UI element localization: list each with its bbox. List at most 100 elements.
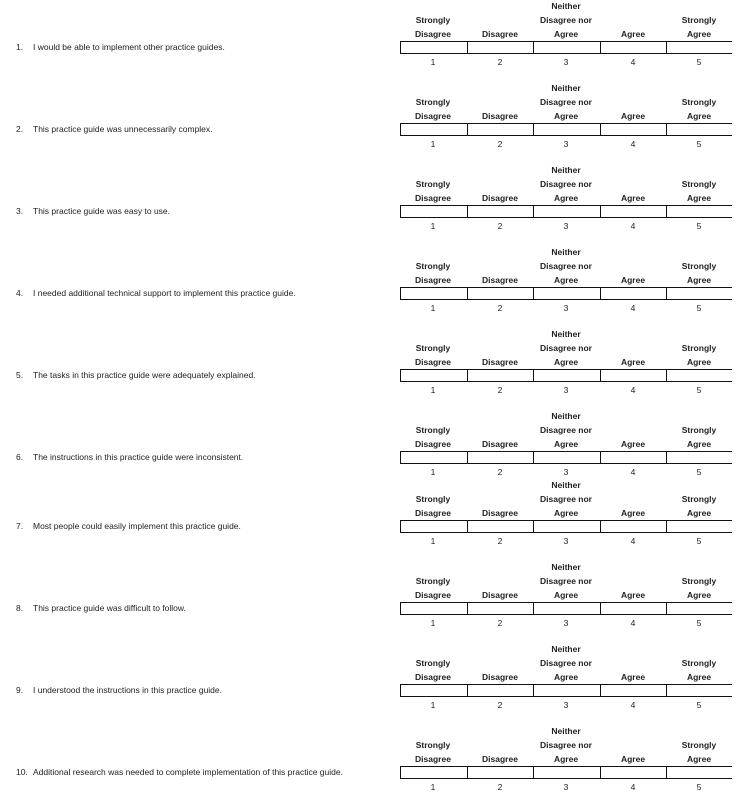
- scale-header: Disagree: [467, 588, 533, 602]
- header-line: Disagree: [482, 111, 518, 121]
- response-option-1[interactable]: [401, 42, 468, 53]
- scale-header: Neither Disagree nor Agree: [533, 409, 599, 451]
- header-line: Agree: [686, 439, 712, 449]
- response-scale: [400, 766, 733, 779]
- response-option-4[interactable]: [601, 452, 667, 463]
- header-line: Disagree: [415, 754, 451, 764]
- response-option-1[interactable]: [401, 288, 468, 299]
- response-option-1[interactable]: [401, 521, 468, 532]
- header-line: Agree: [620, 508, 646, 518]
- response-option-1[interactable]: [401, 767, 468, 778]
- response-option-2[interactable]: [468, 521, 534, 532]
- response-option-4[interactable]: [601, 603, 667, 614]
- scale-number: 4: [630, 385, 636, 395]
- scale-header: Agree: [600, 437, 666, 451]
- scale-number: 5: [696, 536, 702, 546]
- response-option-2[interactable]: [468, 603, 534, 614]
- scale-header: Strongly Agree: [666, 574, 732, 602]
- header-line: Strongly: [415, 97, 451, 107]
- response-option-1[interactable]: [401, 603, 468, 614]
- scale-number: 3: [563, 221, 569, 231]
- response-option-2[interactable]: [468, 288, 534, 299]
- response-option-4[interactable]: [601, 42, 667, 53]
- response-scale: [400, 41, 733, 54]
- response-option-2[interactable]: [468, 42, 534, 53]
- scale-number: 2: [497, 139, 503, 149]
- header-line: Agree: [620, 590, 646, 600]
- scale-header: Strongly Agree: [666, 341, 732, 369]
- scale-number: 3: [563, 303, 569, 313]
- response-option-5[interactable]: [667, 603, 733, 614]
- response-option-3[interactable]: [534, 206, 601, 217]
- response-scale: [400, 520, 733, 533]
- header-line: Strongly: [415, 494, 451, 504]
- response-option-2[interactable]: [468, 370, 534, 381]
- scale-header: Agree: [600, 506, 666, 520]
- scale-header: Neither Disagree nor Agree: [533, 0, 599, 41]
- scale-number: 1: [430, 536, 436, 546]
- response-option-4[interactable]: [601, 124, 667, 135]
- scale-number: 5: [696, 385, 702, 395]
- header-line: Strongly: [415, 740, 451, 750]
- response-option-2[interactable]: [468, 452, 534, 463]
- scale-header: Neither Disagree nor Agree: [533, 642, 599, 684]
- scale-header: Strongly Agree: [666, 738, 732, 766]
- header-line: Agree: [686, 672, 712, 682]
- scale-header: Agree: [600, 588, 666, 602]
- response-option-3[interactable]: [534, 767, 601, 778]
- header-line: Disagree: [482, 357, 518, 367]
- response-option-4[interactable]: [601, 206, 667, 217]
- response-option-5[interactable]: [667, 124, 733, 135]
- scale-number: 5: [696, 700, 702, 710]
- response-option-5[interactable]: [667, 370, 733, 381]
- response-option-3[interactable]: [534, 124, 601, 135]
- response-option-5[interactable]: [667, 685, 733, 696]
- scale-number: 5: [696, 57, 702, 67]
- response-option-2[interactable]: [468, 685, 534, 696]
- response-option-1[interactable]: [401, 370, 468, 381]
- scale-number: 1: [430, 700, 436, 710]
- response-option-1[interactable]: [401, 685, 468, 696]
- header-line: Strongly: [681, 658, 717, 668]
- response-option-4[interactable]: [601, 685, 667, 696]
- response-option-4[interactable]: [601, 767, 667, 778]
- response-option-4[interactable]: [601, 370, 667, 381]
- response-option-4[interactable]: [601, 521, 667, 532]
- response-option-1[interactable]: [401, 206, 468, 217]
- response-option-2[interactable]: [468, 206, 534, 217]
- response-option-3[interactable]: [534, 452, 601, 463]
- response-option-3[interactable]: [534, 685, 601, 696]
- response-option-5[interactable]: [667, 206, 733, 217]
- scale-number: 4: [630, 536, 636, 546]
- header-line: Agree: [553, 672, 579, 682]
- response-option-5[interactable]: [667, 288, 733, 299]
- response-option-4[interactable]: [601, 288, 667, 299]
- header-line: Strongly: [415, 658, 451, 668]
- question-text: I would be able to implement other pract…: [33, 42, 225, 52]
- scale-number: 3: [563, 536, 569, 546]
- response-option-3[interactable]: [534, 42, 601, 53]
- response-option-2[interactable]: [468, 124, 534, 135]
- response-option-3[interactable]: [534, 370, 601, 381]
- response-option-3[interactable]: [534, 603, 601, 614]
- header-line: Disagree nor: [540, 425, 592, 435]
- response-option-2[interactable]: [468, 767, 534, 778]
- response-option-5[interactable]: [667, 42, 733, 53]
- response-option-3[interactable]: [534, 288, 601, 299]
- response-option-1[interactable]: [401, 452, 468, 463]
- header-line: Disagree: [415, 590, 451, 600]
- header-line: Disagree nor: [540, 494, 592, 504]
- header-line: Agree: [620, 275, 646, 285]
- response-option-5[interactable]: [667, 452, 733, 463]
- response-option-3[interactable]: [534, 521, 601, 532]
- response-option-5[interactable]: [667, 767, 733, 778]
- header-line: Strongly: [415, 425, 451, 435]
- scale-number: 5: [696, 139, 702, 149]
- scale-number: 4: [630, 57, 636, 67]
- scale-header: Strongly Disagree: [400, 259, 466, 287]
- header-line: Agree: [553, 508, 579, 518]
- response-option-5[interactable]: [667, 521, 733, 532]
- header-line: Agree: [620, 357, 646, 367]
- response-option-1[interactable]: [401, 124, 468, 135]
